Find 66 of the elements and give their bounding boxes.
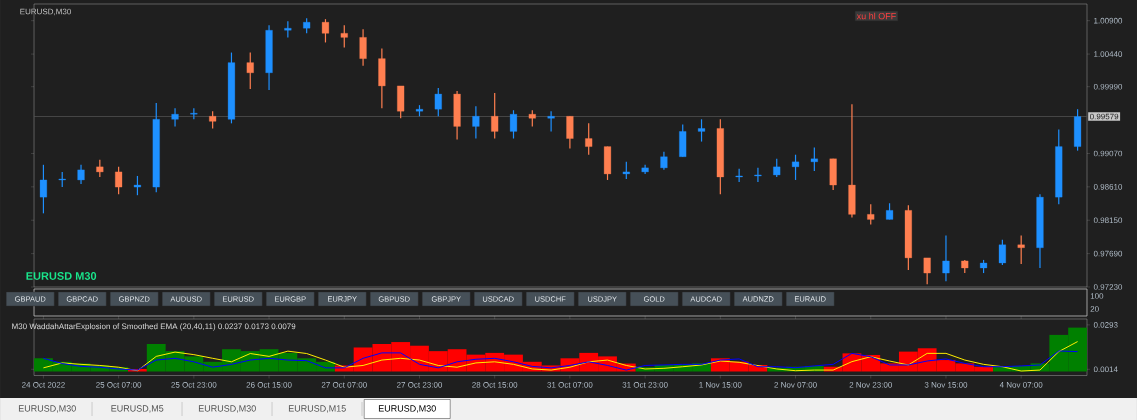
y-tick-label: 0.98150	[1093, 217, 1123, 224]
line-series	[42, 350, 1079, 371]
candlestick	[773, 158, 781, 178]
candlestick	[735, 168, 743, 183]
annotation: EURUSD,M30	[20, 8, 71, 16]
y-tick-label: 1.00900	[1094, 17, 1123, 24]
candlestick	[810, 147, 818, 172]
candlestick	[472, 105, 480, 140]
text: EURUSD,M30	[18, 405, 76, 413]
x-tick-label: 28 Oct 15:00	[472, 382, 518, 388]
candlestick	[697, 118, 706, 143]
candlestick	[434, 87, 442, 117]
candlestick	[566, 115, 574, 150]
candlestick	[585, 122, 593, 156]
candlestick	[1017, 235, 1025, 265]
text: 20	[1090, 306, 1099, 312]
x-tick-label: 4 Nov 07:00	[999, 382, 1043, 388]
y-tick-label: 0.0014	[1093, 366, 1118, 373]
chart-title: M30 WaddahAttarExplosion of Smoothed EMA (20,40,11) 0.0237 0.0173 0.0079	[12, 323, 296, 331]
y-tick-label: 0.99990	[1093, 83, 1123, 90]
candlestick	[133, 175, 141, 196]
annotation: EURUSD M30	[26, 272, 97, 280]
x-tick-label: 25 Oct 07:00	[96, 382, 142, 388]
x-tick-label: 27 Oct 23:00	[396, 382, 443, 388]
y-tick-label: 0.98610	[1093, 184, 1123, 190]
candlestick	[359, 28, 367, 67]
candlestick	[660, 151, 668, 171]
text: 100	[1090, 293, 1104, 299]
candlestick	[547, 110, 555, 133]
y-tick-label: 0.97690	[1093, 250, 1123, 257]
x-tick-label: 25 Oct 23:00	[171, 382, 217, 388]
candlestick	[923, 257, 931, 285]
y-tick-label: 0.97230	[1093, 284, 1123, 290]
candlestick	[509, 109, 518, 140]
x-tick-label: 27 Oct 07:00	[321, 382, 367, 388]
x-tick-label: 31 Oct 07:00	[547, 382, 593, 388]
x-tick-label: 1 Nov 15:00	[699, 382, 742, 388]
y-tick-label: 0.99070	[1093, 150, 1123, 157]
x-tick-label: 31 Oct 23:00	[622, 382, 668, 388]
candlestick	[39, 164, 47, 214]
candlestick	[321, 18, 329, 44]
text: EURUSD,M5	[111, 405, 164, 413]
candlestick	[867, 203, 875, 226]
candlestick	[115, 166, 123, 195]
x-tick-label: 3 Nov 15:00	[924, 382, 968, 388]
text: EURUSD,M30	[198, 405, 256, 413]
candlestick	[77, 164, 85, 185]
candlestick	[754, 167, 762, 183]
ref-line-label: 0.99579	[1090, 113, 1119, 120]
y-tick-label: 1.00440	[1094, 51, 1123, 57]
text: EURUSD,M15	[288, 405, 346, 413]
x-tick-label: 2 Nov 07:00	[774, 382, 817, 388]
candlestick	[340, 24, 348, 49]
annotation: xu hl OFF	[856, 12, 896, 20]
candlestick	[284, 20, 292, 38]
candlestick	[792, 154, 800, 181]
x-tick-label: 26 Oct 15:00	[246, 382, 292, 388]
candlestick	[942, 235, 950, 282]
x-tick-label: 2 Nov 23:00	[849, 382, 892, 388]
candlestick	[246, 51, 254, 90]
y-tick-label: 0.0293	[1093, 322, 1118, 328]
candlestick	[998, 239, 1006, 266]
x-tick-label: 24 Oct 2022	[22, 382, 65, 388]
text: EURUSD,M30	[378, 405, 436, 413]
candlestick	[491, 92, 499, 140]
candlestick	[171, 107, 179, 128]
